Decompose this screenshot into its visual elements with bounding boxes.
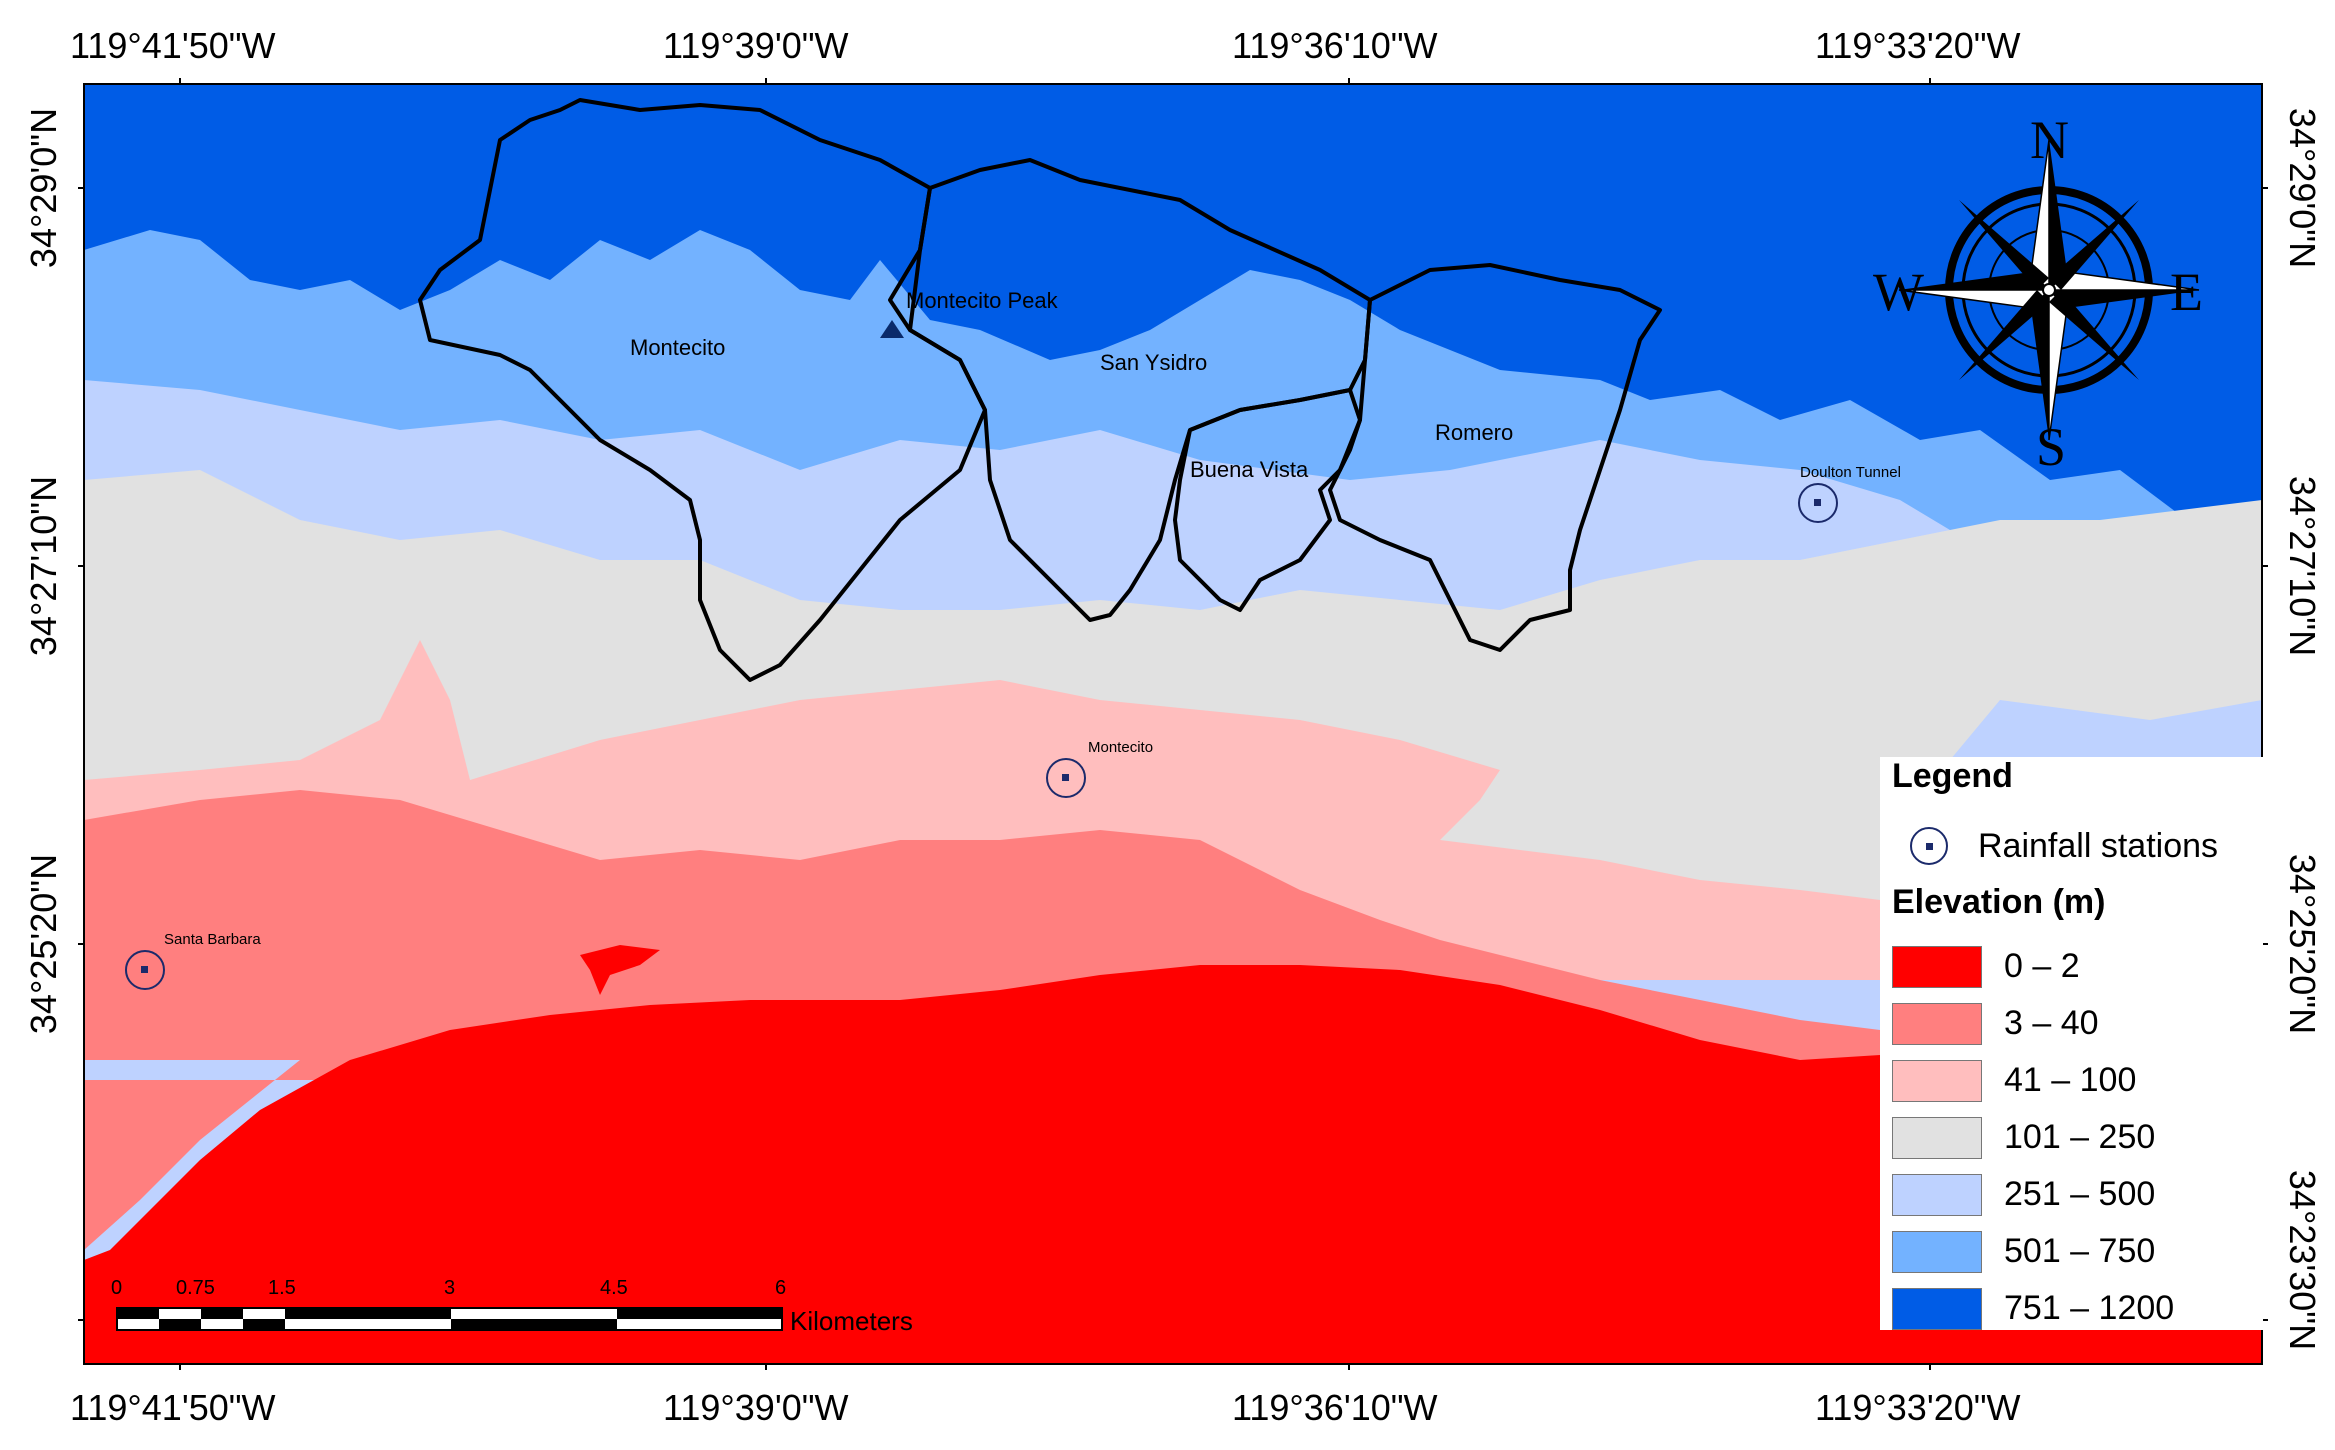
romero-boundary (1328, 263, 1662, 652)
station-doulton-tunnel: Doulton Tunnel (1798, 464, 1901, 523)
buena-vista-boundary (1173, 388, 1362, 612)
band-0-2 (84, 965, 2262, 1364)
legend-class-label: 41 – 100 (2004, 1061, 2137, 1099)
legend-swatch (1892, 1059, 1982, 1102)
legend-title: Legend (1892, 757, 2013, 795)
legend-swatch (1892, 1002, 1982, 1045)
station-santa-barbara: Santa Barbara (125, 931, 261, 990)
lagoon (580, 945, 660, 995)
legend-class-row: 101 – 250 (1892, 1109, 2174, 1166)
lat-label-right-1: 34°29'0"N (2282, 108, 2323, 268)
legend-swatch (1892, 1173, 1982, 1216)
graticule-ticks (78, 78, 2268, 1370)
lon-label-top-3: 119°36'10"W (1232, 25, 1438, 66)
elevation-raster (84, 84, 2262, 1364)
lon-label-bottom-2: 119°39'0"W (663, 1387, 849, 1428)
station-icon (1798, 483, 1838, 523)
scale-tick-6: 6 (775, 1277, 786, 1299)
legend-class-row: 251 – 500 (1892, 1166, 2174, 1223)
north-arrow-compass-icon (1898, 139, 2200, 441)
compass-east-label: E (2170, 262, 2203, 322)
lat-label-right-3: 34°25'20"N (2282, 854, 2323, 1034)
compass-south-label: S (2036, 417, 2066, 477)
watershed-label-montecito: Montecito (630, 335, 725, 360)
legend-class-row: 41 – 100 (1892, 1052, 2174, 1109)
peak-triangle-icon (880, 320, 904, 338)
lat-label-left-2: 34°27'10"N (23, 476, 64, 656)
legend-station-row: Rainfall stations (1892, 823, 2218, 869)
legend-class-label: 3 – 40 (2004, 1004, 2099, 1042)
legend-class-label: 751 – 1200 (2004, 1289, 2175, 1327)
scale-tick-0: 0 (111, 1277, 122, 1299)
compass-north-label: N (2030, 110, 2069, 170)
lon-label-top-2: 119°39'0"W (663, 25, 849, 66)
station-label: Santa Barbara (164, 931, 261, 948)
peak-label: Montecito Peak (906, 288, 1059, 313)
lat-label-left-1: 34°29'0"N (23, 108, 64, 268)
legend-swatch (1892, 1287, 1982, 1330)
legend-class-row: 751 – 1200 (1892, 1280, 2174, 1337)
map-frame (83, 83, 2263, 1365)
legend-station-label: Rainfall stations (1978, 826, 2219, 865)
legend: Legend Rainfall stations Elevation (m) 0… (1880, 757, 2263, 1330)
scale-tick-4-5: 4.5 (600, 1277, 628, 1299)
lon-label-bottom-3: 119°36'10"W (1232, 1387, 1438, 1428)
legend-class-row: 3 – 40 (1892, 995, 2174, 1052)
scale-unit: Kilometers (790, 1306, 913, 1336)
lon-label-bottom-1: 119°41'50"W (70, 1387, 276, 1428)
scale-tick-1-5: 1.5 (268, 1277, 296, 1299)
lon-label-bottom-4: 119°33'20"W (1815, 1387, 2021, 1428)
legend-class-row: 0 – 2 (1892, 938, 2174, 995)
lat-label-left-3: 34°25'20"N (23, 854, 64, 1034)
station-icon (125, 950, 165, 990)
lat-label-right-2: 34°27'10"N (2282, 476, 2323, 656)
legend-swatch (1892, 1230, 1982, 1273)
legend-class-label: 501 – 750 (2004, 1232, 2156, 1270)
watershed-boundaries (418, 98, 1662, 682)
san-ysidro-boundary (908, 158, 1372, 622)
legend-class-row: 501 – 750 (1892, 1223, 2174, 1280)
scale-tick-3: 3 (444, 1277, 455, 1299)
station-icon (1046, 758, 1086, 798)
legend-elevation-title: Elevation (m) (1892, 883, 2106, 921)
station-label: Doulton Tunnel (1800, 464, 1901, 481)
legend-class-label: 251 – 500 (2004, 1175, 2156, 1213)
watershed-label-buena-vista: Buena Vista (1190, 457, 1309, 482)
legend-class-label: 101 – 250 (2004, 1118, 2156, 1156)
rainfall-station-icon (1910, 827, 1948, 865)
scale-bar: 0 0.75 1.5 3 4.5 6 Kilometers (111, 1277, 913, 1336)
lat-label-right-4: 34°23'30"N (2282, 1170, 2323, 1350)
legend-swatch (1892, 945, 1982, 988)
band-751-1200 (84, 84, 2262, 530)
compass-west-label: W (1873, 262, 1924, 322)
legend-classes: 0 – 2 3 – 40 41 – 100 101 – 250 251 – 50… (1892, 938, 2174, 1337)
legend-swatch (1892, 1116, 1982, 1159)
watershed-label-san-ysidro: San Ysidro (1100, 350, 1207, 375)
station-montecito: Montecito (1046, 739, 1153, 798)
montecito-boundary (418, 98, 987, 682)
lon-label-top-1: 119°41'50"W (70, 25, 276, 66)
station-label: Montecito (1088, 739, 1153, 756)
lon-label-top-4: 119°33'20"W (1815, 25, 2021, 66)
legend-class-label: 0 – 2 (2004, 947, 2080, 985)
watershed-label-romero: Romero (1435, 420, 1513, 445)
scale-tick-0-75: 0.75 (176, 1277, 215, 1299)
